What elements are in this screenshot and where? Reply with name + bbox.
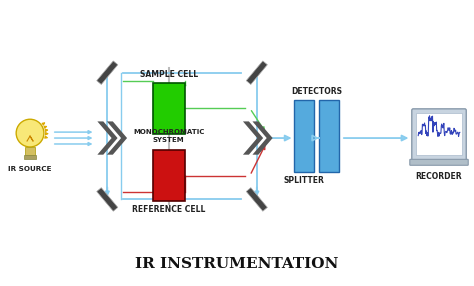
Polygon shape [246,188,267,211]
FancyBboxPatch shape [410,159,468,165]
Text: RECORDER: RECORDER [416,172,462,181]
Text: DETECTORS: DETECTORS [291,88,342,96]
Polygon shape [97,61,118,84]
Text: IR INSTRUMENTATION: IR INSTRUMENTATION [135,257,339,271]
Bar [25,147,35,155]
FancyBboxPatch shape [412,109,466,161]
Bar [24,155,36,159]
Text: REFERENCE CELL: REFERENCE CELL [132,205,205,214]
Text: SAMPLE CELL: SAMPLE CELL [140,69,198,79]
Bar [294,100,314,172]
Bar [319,100,339,172]
Polygon shape [243,122,263,155]
Text: MONOCHROMATIC
SYSTEM: MONOCHROMATIC SYSTEM [133,129,204,143]
Polygon shape [97,122,118,155]
Polygon shape [97,188,118,211]
Circle shape [16,119,44,147]
Polygon shape [253,122,273,155]
Bar [153,83,184,134]
Bar [153,150,184,201]
FancyBboxPatch shape [416,113,462,155]
Polygon shape [246,61,267,84]
Text: SPLITTER: SPLITTER [284,176,325,185]
Polygon shape [107,122,127,155]
Text: IR SOURCE: IR SOURCE [8,166,52,172]
